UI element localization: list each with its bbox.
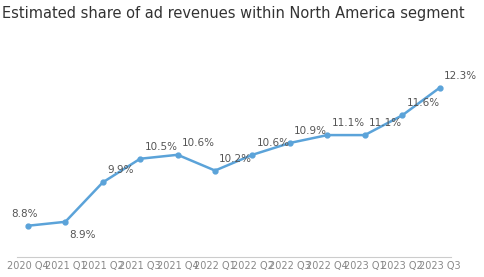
Text: 11.1%: 11.1% <box>369 118 402 128</box>
Text: 10.6%: 10.6% <box>182 138 215 148</box>
Text: 10.6%: 10.6% <box>257 138 289 148</box>
Text: 11.1%: 11.1% <box>332 118 364 128</box>
Text: 10.9%: 10.9% <box>294 126 327 136</box>
Text: 12.3%: 12.3% <box>444 71 477 81</box>
Text: 10.5%: 10.5% <box>144 142 177 152</box>
Text: 8.8%: 8.8% <box>11 209 38 219</box>
Text: 10.2%: 10.2% <box>219 154 252 164</box>
Text: 11.6%: 11.6% <box>407 98 439 108</box>
Text: 8.9%: 8.9% <box>70 230 96 240</box>
Title: Estimated share of ad revenues within North America segment: Estimated share of ad revenues within No… <box>2 6 465 20</box>
Text: 9.9%: 9.9% <box>107 165 134 175</box>
